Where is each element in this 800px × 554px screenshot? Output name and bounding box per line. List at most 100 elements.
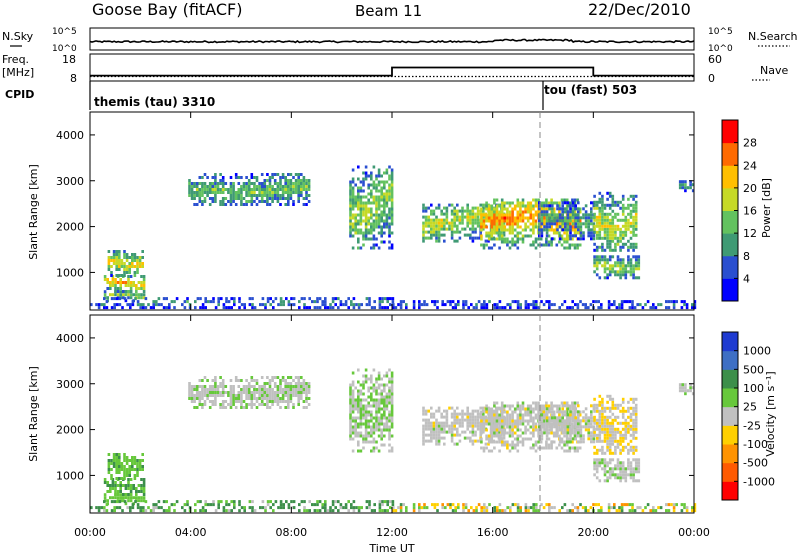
power-cell-2235: [451, 306, 455, 310]
power-cell-1378: [552, 201, 556, 205]
power-cell-844: [435, 239, 438, 243]
velocity-cell-1655: [590, 422, 593, 426]
velocity-cell-530: [351, 431, 355, 435]
velocity-cell-981: [479, 433, 482, 437]
velocity-cell-415: [276, 385, 280, 388]
velocity-cell-2165: [339, 503, 343, 507]
power-cell-671: [372, 183, 376, 187]
velocity-cell-97: [107, 465, 111, 468]
velocity-cell-203: [198, 391, 202, 394]
power-cell-2012: [110, 297, 114, 301]
power-cell-1178: [506, 237, 509, 241]
velocity-cell-2366: [685, 509, 689, 513]
velocity-cell-1855: [608, 436, 612, 440]
velocity-cell-290: [232, 388, 235, 391]
power-cell-143: [125, 256, 129, 259]
velocity-cell-1130: [495, 440, 499, 444]
noise-sky-label: N.Sky: [2, 30, 34, 43]
power-cell-353: [255, 179, 259, 182]
power-cell-2180: [365, 303, 369, 307]
velocity-cell-1923: [621, 400, 625, 404]
power-cell-287: [232, 194, 235, 197]
power-cell-2038: [152, 306, 155, 310]
velocity-cell-903: [453, 424, 456, 428]
power-cell-590: [359, 186, 363, 190]
velocity-cell-2221: [423, 506, 426, 510]
velocity-cell-1575: [564, 410, 567, 414]
power-cell-45: [111, 284, 115, 287]
velocity-cell-2280: [524, 503, 528, 507]
velocity-cell-465: [294, 394, 298, 397]
velocity-cell-1573: [564, 419, 567, 423]
velocity-cell-1219: [513, 410, 517, 414]
power-cell-2182: [368, 303, 371, 307]
velocity-cell-53: [114, 481, 117, 484]
velocity-cell-532: [351, 425, 355, 429]
power-cell-136: [123, 256, 126, 259]
velocity-cell-2261: [493, 506, 496, 510]
velocity-cell-495: [305, 406, 308, 409]
power-cell-603: [362, 189, 365, 193]
velocity-cell-404: [273, 394, 277, 397]
velocity-cell-580: [359, 422, 363, 426]
power-cell-1633: [582, 213, 585, 217]
velocity-cell-1966: [632, 412, 635, 416]
velocity-cell-1881: [614, 451, 617, 455]
velocity-cell-2164: [339, 506, 343, 510]
velocity-cell-1638: [584, 419, 588, 423]
power-cell-1079: [482, 243, 486, 247]
velocity-cell-2343: [639, 506, 642, 510]
velocity-cell-795: [390, 383, 394, 387]
power-cell-1592: [569, 216, 572, 220]
power-cell-623: [364, 174, 368, 178]
velocity-cell-739: [383, 395, 386, 399]
power-cell-594: [362, 234, 365, 238]
velocity-cell-1505: [540, 434, 544, 438]
velocity-cell-1433: [565, 410, 569, 414]
velocity-cell-789: [390, 401, 394, 405]
velocity-cell-1774: [593, 418, 596, 422]
velocity-cell-2093: [233, 500, 236, 504]
velocity-cell-1312: [537, 413, 540, 417]
velocity-cell-1636: [584, 425, 588, 429]
power-cell-1727: [619, 258, 622, 262]
power-cell-394: [271, 200, 274, 203]
power-cell-743: [383, 171, 386, 175]
power-cell-1483: [576, 198, 579, 202]
velocity-cell-742: [383, 383, 386, 387]
power-cell-432: [284, 203, 287, 206]
velocity-cell-941: [466, 412, 469, 416]
power-cell-185: [190, 185, 194, 188]
power-cell-59: [119, 284, 122, 287]
velocity-colorbar-swatch-4: [722, 406, 738, 426]
velocity-cell-878: [443, 409, 446, 413]
velocity-cell-1821: [601, 400, 604, 404]
velocity-cell-3: [103, 493, 107, 497]
power-cell-795: [390, 180, 394, 184]
power-cell-1790: [595, 203, 599, 207]
power-cell-371: [263, 191, 267, 194]
power-cell-1832: [603, 212, 607, 216]
velocity-cell-1979: [634, 415, 638, 419]
power-cell-548: [354, 225, 357, 229]
power-cell-939: [466, 215, 469, 219]
velocity-cell-1197: [508, 407, 512, 411]
power-cell-2084: [225, 306, 228, 310]
velocity-cell-1484: [578, 446, 582, 450]
power-cell-1229: [516, 216, 520, 220]
velocity-cell-2002: [95, 506, 98, 510]
velocity-cell-1815: [601, 418, 604, 422]
velocity-cell-1103: [487, 407, 491, 411]
power-cell-900: [453, 239, 456, 243]
power-cell-916: [456, 209, 459, 213]
power-cell-1922: [621, 203, 625, 207]
power-cell-1470: [573, 210, 577, 214]
power-cell-384: [266, 173, 269, 176]
velocity-cell-1888: [614, 427, 617, 431]
power-cell-1304: [534, 198, 538, 202]
velocity-cell-799: [390, 371, 394, 375]
velocity-cell-1854: [608, 439, 612, 443]
velocity-cell-552: [354, 416, 357, 420]
velocity-cell-428: [281, 391, 285, 394]
power-cell-872: [443, 233, 446, 237]
